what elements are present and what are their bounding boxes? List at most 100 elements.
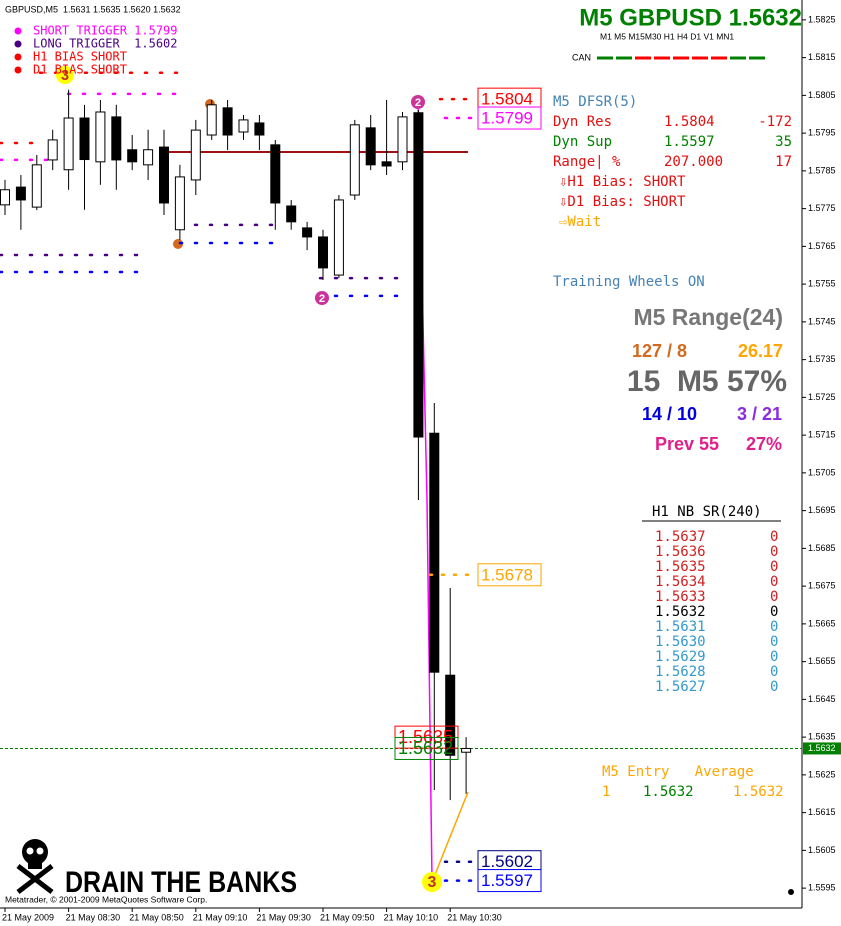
legend-text: D1 BIAS SHORT <box>33 63 127 77</box>
y-tick-label: 1.5695 <box>808 505 836 515</box>
legend-text: H1 BIAS SHORT <box>33 50 127 64</box>
can-label: CAN <box>572 52 591 62</box>
y-tick-label: 1.5715 <box>808 430 836 440</box>
skull-eye <box>26 847 34 855</box>
entry-path <box>431 791 469 883</box>
candle-body <box>270 144 281 204</box>
candle-body <box>365 127 376 166</box>
marker-label: 3 <box>61 68 69 84</box>
candle-body <box>238 119 249 133</box>
marker <box>56 66 74 84</box>
candle-body <box>206 104 217 136</box>
candle-body <box>63 117 74 171</box>
candle-body <box>302 227 313 238</box>
y-tick-label: 1.5725 <box>808 392 836 402</box>
x-tick-label: 21 May 09:10 <box>193 912 248 922</box>
candle-body <box>31 164 42 208</box>
marker <box>315 291 329 305</box>
price-label: 1.5678 <box>481 565 533 584</box>
marker-label: 2 <box>415 97 421 109</box>
legend-dot <box>14 66 22 74</box>
price-label: 1.5597 <box>481 871 533 890</box>
candle-body <box>445 674 456 756</box>
pivot-dot <box>173 239 183 249</box>
dfsr-label: Range| % <box>553 154 621 170</box>
y-tick-label: 1.5785 <box>808 165 836 175</box>
skull-jaw <box>28 860 42 869</box>
nbsr-count: 0 <box>770 649 778 665</box>
dfsr-value: 1.5597 <box>664 134 715 150</box>
y-tick-label: 1.5665 <box>808 618 836 628</box>
nbsr-price: 1.5633 <box>655 589 706 605</box>
nbsr-price: 1.5637 <box>655 529 706 545</box>
candle-body <box>190 129 201 181</box>
candle-body <box>461 747 472 753</box>
nbsr-count: 0 <box>770 619 778 635</box>
candle-body <box>333 199 344 276</box>
entry-count: 1 <box>602 784 610 800</box>
x-tick-label: 21 May 2009 <box>2 912 54 922</box>
candle-body <box>174 176 185 231</box>
h1-bias: ⇩H1 Bias: SHORT <box>559 174 686 190</box>
dfsr-points: 17 <box>775 154 792 170</box>
nbsr-title: H1 NB SR(240) <box>652 504 762 520</box>
timeframes: M1 M5 M15M30 H1 H4 D1 V1 MN1 <box>600 31 734 41</box>
candle-body <box>254 122 265 136</box>
candle-body <box>111 116 122 161</box>
marker <box>411 95 425 109</box>
dfsr-label: Dyn Res <box>553 114 612 130</box>
chart-title: GBPUSD,M5 1.5631 1.5635 1.5620 1.5632 <box>5 4 181 14</box>
dfsr-points: 35 <box>775 134 792 150</box>
nbsr-count: 0 <box>770 529 778 545</box>
skull-logo <box>16 839 54 894</box>
dfsr-title: M5 DFSR(5) <box>553 94 637 110</box>
skull-head <box>22 839 48 865</box>
symbol-title: M5 GBPUSD 1.5632 <box>579 4 802 31</box>
price-label: 1.5602 <box>481 852 533 871</box>
marker-label: 2 <box>319 293 325 305</box>
nbsr-price: 1.5634 <box>655 574 706 590</box>
x-tick-label: 21 May 10:10 <box>384 912 439 922</box>
entry-average: 1.5632 <box>733 784 784 800</box>
nbsr-count: 0 <box>770 544 778 560</box>
x-tick-label: 21 May 08:50 <box>129 912 184 922</box>
candle-body <box>0 189 10 206</box>
candle-body <box>381 161 392 167</box>
nbsr-price: 1.5635 <box>655 559 706 575</box>
candle-body <box>79 117 90 161</box>
price-box <box>477 563 542 587</box>
y-tick-label: 1.5635 <box>808 732 836 742</box>
candle-body <box>95 111 106 163</box>
nbsr-count: 0 <box>770 604 778 620</box>
y-tick-label: 1.5625 <box>808 769 836 779</box>
candle-body <box>413 112 424 438</box>
dfsr-points: -172 <box>758 114 792 130</box>
range-prev: Prev 55 <box>655 434 719 454</box>
d1-bias: ⇩D1 Bias: SHORT <box>559 194 686 210</box>
candle-body <box>397 116 408 163</box>
marker-label: 3 <box>428 874 437 891</box>
y-tick-label: 1.5615 <box>808 807 836 817</box>
nbsr-count: 0 <box>770 634 778 650</box>
price-label: 1.5635 <box>398 727 453 747</box>
legend-dot <box>14 40 22 48</box>
nbsr-price: 1.5629 <box>655 649 706 665</box>
range-big: 15 M5 57% <box>627 365 787 398</box>
y-tick-label: 1.5705 <box>808 467 836 477</box>
nbsr-price: 1.5627 <box>655 679 706 695</box>
legend-dot <box>14 27 22 35</box>
legend-text: SHORT TRIGGER 1.5799 <box>33 24 178 38</box>
y-tick-label: 1.5795 <box>808 128 836 138</box>
current-price-tag <box>803 742 841 755</box>
entry-price: 1.5632 <box>643 784 694 800</box>
y-tick-label: 1.5645 <box>808 694 836 704</box>
candle-body <box>349 124 360 196</box>
y-tick-label: 1.5755 <box>808 279 836 289</box>
y-tick-label: 1.5775 <box>808 203 836 213</box>
y-tick-label: 1.5805 <box>808 90 836 100</box>
range-prev-pct: 27% <box>746 434 782 454</box>
price-label: 1.5804 <box>481 90 533 109</box>
candle-body <box>143 149 154 166</box>
range-c: 14 / 10 <box>642 404 697 424</box>
